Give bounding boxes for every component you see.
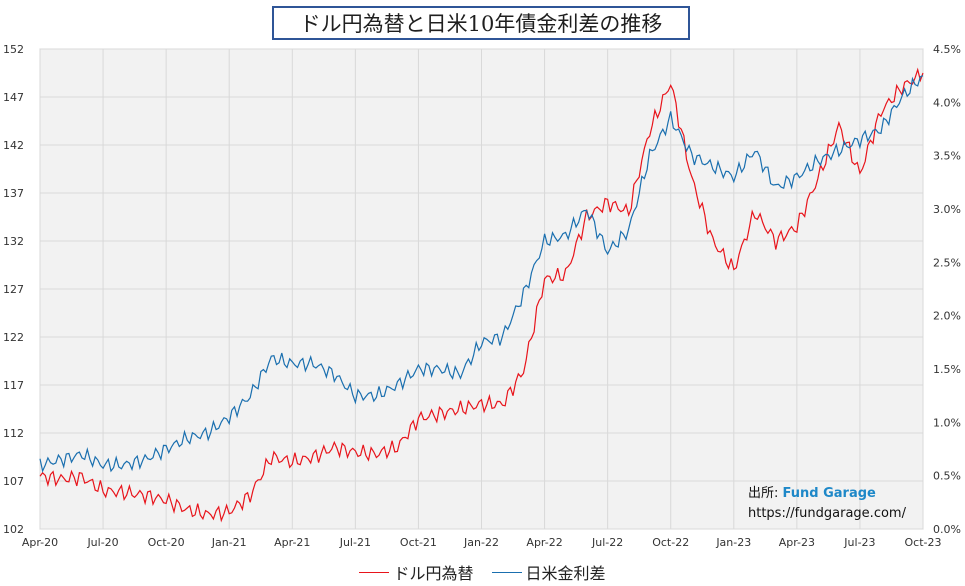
right-tick-label: 3.5%	[933, 150, 961, 163]
x-tick-label: Oct-22	[652, 536, 689, 549]
right-tick-label: 1.0%	[933, 416, 961, 429]
x-tick-label: Apr-22	[526, 536, 562, 549]
right-tick-label: 4.0%	[933, 96, 961, 109]
chart-title: ドル円為替と日米10年債金利差の推移	[272, 6, 690, 40]
legend-item-spread: 日米金利差	[491, 560, 606, 584]
gridlines	[39, 48, 924, 530]
x-tick-label: Jul-23	[843, 536, 875, 549]
source-url: https://fundgarage.com/	[748, 506, 906, 521]
source-brand: Fund Garage	[782, 486, 876, 501]
x-tick-label: Jul-22	[591, 536, 623, 549]
legend-item-usdjpy: ドル円為替	[359, 560, 474, 584]
right-tick-label: 4.5%	[933, 43, 961, 56]
legend-label-spread: 日米金利差	[525, 564, 606, 583]
left-tick-label: 117	[3, 379, 24, 392]
legend-swatch-usdjpy	[359, 571, 390, 573]
left-tick-label: 137	[3, 187, 24, 200]
series-line-spread	[39, 75, 924, 473]
left-axis-ticks: 102 107 112 117 122 127 132 137 142 147 152	[3, 43, 24, 536]
right-tick-label: 2.5%	[933, 256, 961, 269]
series-lines	[39, 67, 924, 523]
left-tick-label: 142	[3, 139, 24, 152]
x-tick-label: Jan-23	[715, 536, 751, 549]
left-tick-label: 132	[3, 235, 24, 248]
x-tick-label: Apr-21	[274, 536, 310, 549]
legend: ドル円為替 日米金利差	[0, 560, 965, 584]
right-tick-label: 0.5%	[933, 470, 961, 483]
source-label: 出所:	[748, 486, 779, 501]
x-tick-label: Apr-23	[779, 536, 815, 549]
right-tick-label: 3.0%	[933, 203, 961, 216]
right-tick-label: 0.0%	[933, 523, 961, 536]
x-axis-ticks: Apr-20 Jul-20 Oct-20 Jan-21 Apr-21 Jul-21 Oct-…	[22, 536, 942, 549]
left-tick-label: 112	[3, 427, 24, 440]
left-tick-label: 102	[3, 523, 24, 536]
x-tick-label: Oct-23	[905, 536, 942, 549]
right-tick-label: 2.0%	[933, 310, 961, 323]
right-axis-ticks: 0.0% 0.5% 1.0% 1.5% 2.0% 2.5% 3.0% 3.5% 4.0% 4.5%	[933, 43, 961, 536]
source-note: 出所: Fund Garage https://fundgarage.com/	[748, 484, 906, 524]
series-line-usdjpy	[39, 67, 924, 523]
right-tick-label: 1.5%	[933, 363, 961, 376]
legend-swatch-spread	[491, 571, 522, 573]
x-tick-label: Oct-21	[400, 536, 437, 549]
x-tick-label: Jul-20	[86, 536, 118, 549]
left-tick-label: 127	[3, 283, 24, 296]
left-tick-label: 107	[3, 475, 24, 488]
x-tick-label: Apr-20	[22, 536, 58, 549]
x-tick-label: Jul-21	[339, 536, 371, 549]
left-tick-label: 147	[3, 91, 24, 104]
x-tick-label: Jan-21	[211, 536, 247, 549]
left-tick-label: 122	[3, 331, 24, 344]
left-tick-label: 152	[3, 43, 24, 56]
legend-label-usdjpy: ドル円為替	[393, 564, 474, 583]
x-tick-label: Jan-22	[463, 536, 499, 549]
x-tick-label: Oct-20	[148, 536, 185, 549]
